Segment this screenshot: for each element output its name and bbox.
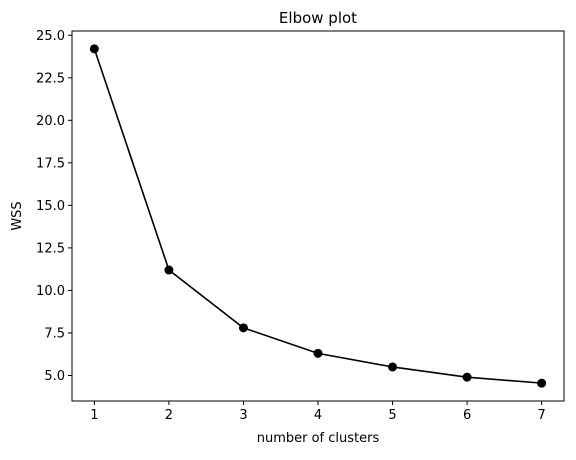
- y-axis-ticks: 5.0 7.5 10.0 12.5 15.0 17.5 20.0 22.5 25.0: [36, 29, 72, 384]
- y-tick-label: 5.0: [44, 369, 65, 384]
- y-tick-label: 25.0: [36, 29, 65, 44]
- x-tick-label: 5: [388, 408, 396, 423]
- y-tick-label: 10.0: [36, 284, 65, 299]
- data-point: [238, 323, 248, 333]
- x-tick-label: 4: [314, 408, 322, 423]
- data-point: [537, 378, 547, 388]
- data-point: [313, 348, 323, 358]
- y-tick-label: 12.5: [36, 241, 65, 256]
- data-point: [164, 265, 174, 275]
- y-axis-title: WSS: [10, 201, 25, 230]
- plot-frame: [71, 30, 565, 402]
- x-tick-label: 6: [463, 408, 471, 423]
- x-tick-label: 3: [239, 408, 247, 423]
- series-points: [89, 44, 547, 388]
- y-tick-label: 15.0: [36, 199, 65, 214]
- series-line-wss: [93, 48, 542, 384]
- y-tick-label: 20.0: [36, 114, 65, 129]
- data-point: [462, 372, 472, 382]
- x-tick-label: 7: [537, 408, 545, 423]
- chart-title: Elbow plot: [279, 9, 357, 27]
- x-axis-title: number of clusters: [257, 431, 380, 446]
- data-point: [89, 44, 99, 54]
- data-point: [388, 362, 398, 372]
- y-tick-label: 17.5: [36, 156, 65, 171]
- x-tick-label: 2: [165, 408, 173, 423]
- y-tick-label: 22.5: [36, 71, 65, 86]
- x-axis-ticks: 1 2 3 4 5 6 7: [90, 401, 546, 423]
- x-tick-label: 1: [90, 408, 98, 423]
- y-tick-label: 7.5: [44, 326, 65, 341]
